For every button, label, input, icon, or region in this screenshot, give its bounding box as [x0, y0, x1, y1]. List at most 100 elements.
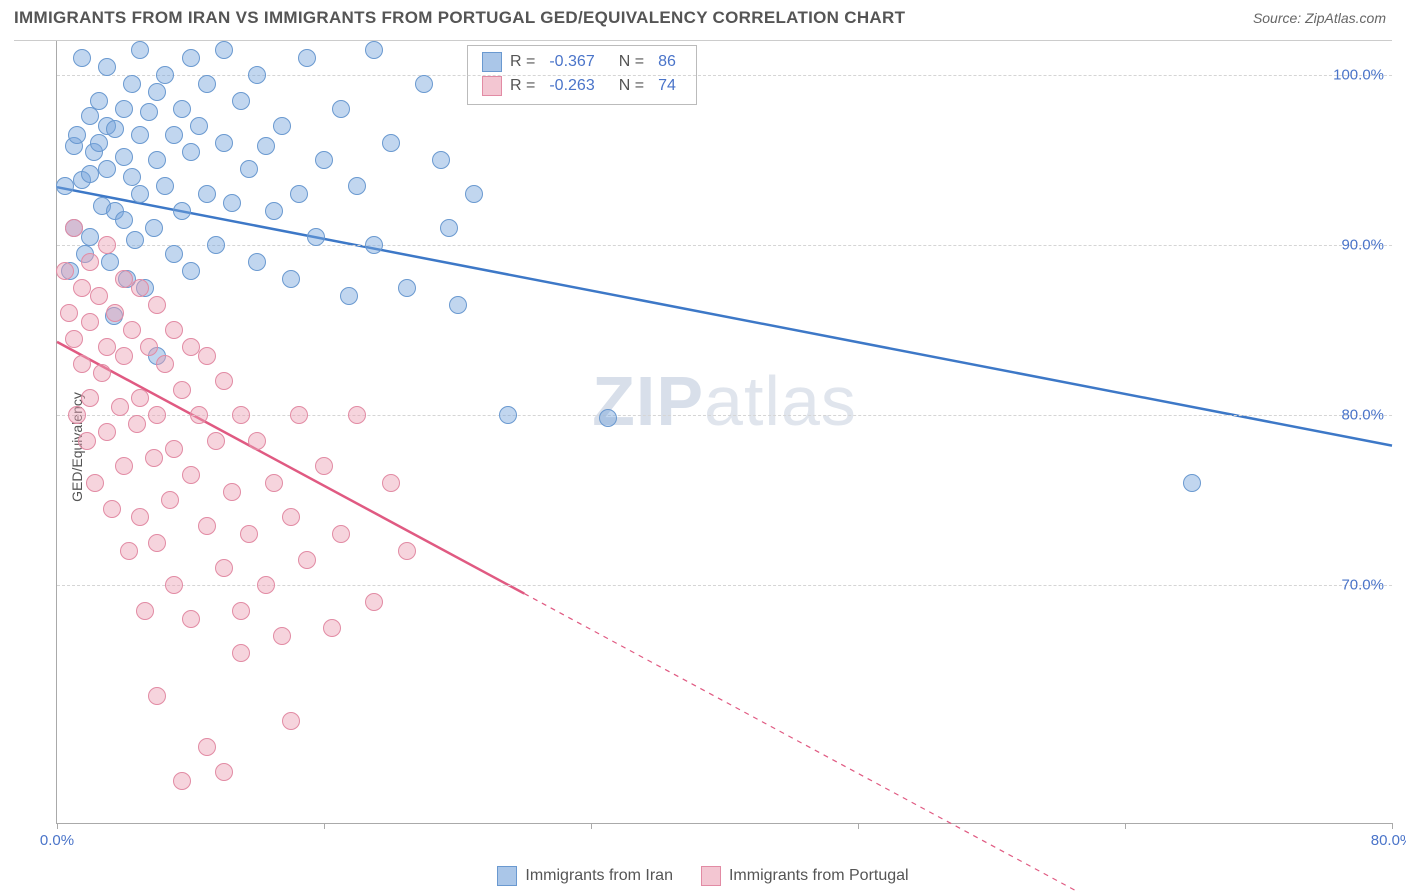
data-point	[56, 177, 74, 195]
data-point	[98, 236, 116, 254]
bottom-legend: Immigrants from Iran Immigrants from Port…	[0, 866, 1406, 886]
data-point	[93, 364, 111, 382]
data-point	[81, 313, 99, 331]
data-point	[90, 134, 108, 152]
legend-label: Immigrants from Portugal	[729, 867, 909, 885]
chart-area: GED/Equivalency ZIPatlas R = -0.367N = 8…	[14, 40, 1392, 852]
data-point	[182, 466, 200, 484]
legend-swatch	[482, 52, 502, 72]
data-point	[60, 304, 78, 322]
data-point	[115, 211, 133, 229]
data-point	[282, 712, 300, 730]
data-point	[165, 126, 183, 144]
data-point	[131, 279, 149, 297]
x-tick-label: 80.0%	[1371, 832, 1406, 849]
data-point	[90, 92, 108, 110]
data-point	[156, 66, 174, 84]
data-point	[98, 338, 116, 356]
data-point	[198, 185, 216, 203]
data-point	[173, 202, 191, 220]
x-tick	[324, 823, 325, 829]
data-point	[223, 194, 241, 212]
data-point	[207, 432, 225, 450]
data-point	[86, 474, 104, 492]
data-point	[232, 602, 250, 620]
data-point	[123, 321, 141, 339]
stat-row: R = -0.367N = 86	[482, 50, 682, 74]
data-point	[131, 508, 149, 526]
data-point	[131, 41, 149, 59]
data-point	[81, 228, 99, 246]
gridline-h	[57, 245, 1392, 246]
legend-swatch	[482, 76, 502, 96]
data-point	[140, 103, 158, 121]
stat-row: R = -0.263N = 74	[482, 74, 682, 98]
data-point	[123, 168, 141, 186]
plot-area: ZIPatlas R = -0.367N = 86R = -0.263N = 7…	[56, 41, 1392, 824]
data-point	[115, 148, 133, 166]
data-point	[248, 66, 266, 84]
data-point	[382, 134, 400, 152]
data-point	[140, 338, 158, 356]
data-point	[156, 355, 174, 373]
data-point	[165, 245, 183, 263]
data-point	[73, 355, 91, 373]
data-point	[145, 219, 163, 237]
data-point	[365, 236, 383, 254]
n-value: 86	[658, 50, 676, 74]
x-tick-label: 0.0%	[40, 832, 74, 849]
data-point	[215, 372, 233, 390]
data-point	[215, 559, 233, 577]
x-tick	[1392, 823, 1393, 829]
data-point	[90, 287, 108, 305]
data-point	[173, 100, 191, 118]
data-point	[182, 143, 200, 161]
data-point	[215, 763, 233, 781]
data-point	[68, 406, 86, 424]
data-point	[165, 321, 183, 339]
data-point	[215, 134, 233, 152]
data-point	[232, 92, 250, 110]
data-point	[415, 75, 433, 93]
data-point	[81, 165, 99, 183]
data-point	[257, 576, 275, 594]
data-point	[115, 457, 133, 475]
data-point	[340, 287, 358, 305]
gridline-h	[57, 415, 1392, 416]
y-tick-label: 80.0%	[1341, 407, 1384, 424]
data-point	[1183, 474, 1201, 492]
data-point	[182, 610, 200, 628]
data-point	[136, 602, 154, 620]
legend-label: Immigrants from Iran	[525, 867, 673, 885]
data-point	[173, 381, 191, 399]
data-point	[120, 542, 138, 560]
data-point	[156, 177, 174, 195]
source-label: Source: ZipAtlas.com	[1253, 10, 1386, 26]
data-point	[148, 687, 166, 705]
data-point	[98, 423, 116, 441]
data-point	[307, 228, 325, 246]
data-point	[148, 83, 166, 101]
data-point	[198, 738, 216, 756]
data-point	[173, 772, 191, 790]
data-point	[78, 432, 96, 450]
x-tick	[57, 823, 58, 829]
data-point	[190, 117, 208, 135]
legend-item: Immigrants from Iran	[497, 866, 673, 886]
data-point	[126, 231, 144, 249]
data-point	[165, 440, 183, 458]
data-point	[103, 500, 121, 518]
r-value: -0.263	[549, 74, 594, 98]
data-point	[123, 75, 141, 93]
data-point	[223, 483, 241, 501]
x-tick	[591, 823, 592, 829]
data-point	[273, 627, 291, 645]
data-point	[248, 253, 266, 271]
data-point	[398, 542, 416, 560]
data-point	[190, 406, 208, 424]
data-point	[128, 415, 146, 433]
data-point	[232, 644, 250, 662]
data-point	[182, 262, 200, 280]
data-point	[240, 160, 258, 178]
x-tick	[858, 823, 859, 829]
